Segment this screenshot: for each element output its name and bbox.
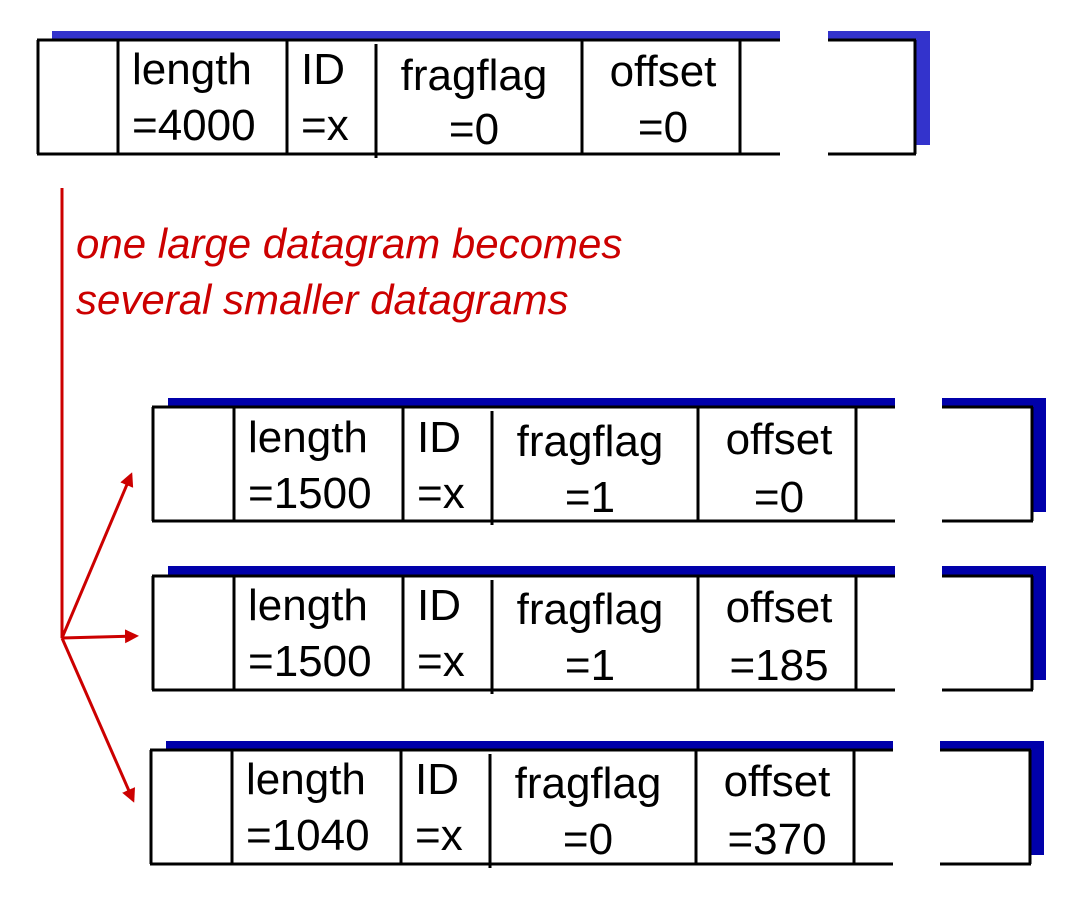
fragflag-label: fragflag bbox=[517, 585, 664, 634]
datagram-shadow bbox=[166, 741, 1044, 855]
length-label: length bbox=[248, 581, 368, 630]
datagram-shadow bbox=[168, 398, 1046, 512]
fragflag-value: =1 bbox=[565, 641, 615, 690]
datagram-shadow bbox=[168, 566, 1046, 680]
datagram-outline bbox=[36, 38, 917, 158]
fragmentation-arrows bbox=[60, 188, 139, 803]
id-value: =x bbox=[415, 811, 463, 860]
offset-value: =370 bbox=[727, 815, 826, 864]
arrow-to-fragment-2 bbox=[61, 629, 139, 644]
offset-label: offset bbox=[610, 47, 717, 96]
fragflag-value: =0 bbox=[449, 105, 499, 154]
datagram-shadow bbox=[52, 31, 930, 145]
offset-value: =0 bbox=[638, 103, 688, 152]
id-label: ID bbox=[417, 581, 461, 630]
id-value: =x bbox=[417, 469, 465, 518]
arrow-to-fragment-3 bbox=[60, 637, 135, 803]
length-label: length bbox=[132, 45, 252, 94]
length-value: =1500 bbox=[248, 637, 372, 686]
id-label: ID bbox=[301, 45, 345, 94]
datagram-outline bbox=[151, 405, 1034, 525]
id-value: =x bbox=[301, 101, 349, 150]
original-datagram: length =4000 ID =x fragflag =0 offset =0 bbox=[36, 31, 930, 158]
fragflag-label: fragflag bbox=[515, 759, 662, 808]
offset-label: offset bbox=[726, 415, 833, 464]
fragflag-value: =0 bbox=[563, 815, 613, 864]
length-value: =1040 bbox=[246, 811, 370, 860]
offset-value: =0 bbox=[754, 473, 804, 522]
offset-label: offset bbox=[726, 583, 833, 632]
arrow-to-fragment-1 bbox=[60, 472, 134, 639]
id-value: =x bbox=[417, 637, 465, 686]
length-value: =1500 bbox=[248, 469, 372, 518]
fragment-3: length =1040 ID =x fragflag =0 offset =3… bbox=[149, 741, 1044, 868]
length-label: length bbox=[248, 413, 368, 462]
datagram-outline bbox=[149, 748, 1032, 868]
fragflag-label: fragflag bbox=[517, 417, 664, 466]
fragflag-label: fragflag bbox=[401, 51, 548, 100]
datagram-outline bbox=[151, 574, 1034, 694]
id-label: ID bbox=[417, 413, 461, 462]
length-value: =4000 bbox=[132, 101, 256, 150]
id-label: ID bbox=[415, 755, 459, 804]
caption-line-1: one large datagram becomes bbox=[76, 220, 622, 267]
length-label: length bbox=[246, 755, 366, 804]
offset-label: offset bbox=[724, 757, 831, 806]
fragment-2: length =1500 ID =x fragflag =1 offset =1… bbox=[151, 566, 1046, 694]
fragflag-value: =1 bbox=[565, 473, 615, 522]
offset-value: =185 bbox=[729, 641, 828, 690]
fragment-1: length =1500 ID =x fragflag =1 offset =0 bbox=[151, 398, 1046, 525]
caption-line-2: several smaller datagrams bbox=[76, 276, 569, 323]
